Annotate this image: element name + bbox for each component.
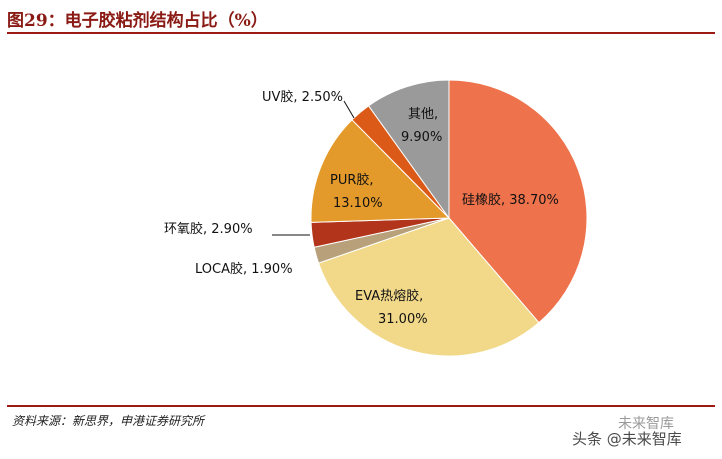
pie-slice-silicone (448, 79, 588, 324)
slice-label-pur-line1: PUR胶, (330, 172, 374, 188)
slice-label-loca: LOCA胶, 1.90% (195, 261, 293, 277)
chart-title: 图29：电子胶粘剂结构占比（%） (7, 11, 268, 31)
slice-label-eva-line2: 31.00% (378, 312, 428, 327)
watermark-handle: 头条 @未来智库 (572, 430, 682, 448)
footer-rule (7, 405, 715, 407)
pie-slice-pur (310, 119, 451, 223)
title-rule (7, 32, 715, 34)
slice-label-eva-line1: EVA热熔胶, (355, 288, 423, 304)
slice-label-silicone: 硅橡胶, 38.70% (462, 192, 559, 208)
leader-line-uv (343, 100, 355, 119)
source-note: 资料来源：新思界，申港证券研究所 (12, 414, 205, 428)
slice-label-uv: UV胶, 2.50% (262, 89, 343, 105)
slice-label-pur-line2: 13.10% (333, 196, 383, 211)
slice-label-other-line1: 其他, (408, 107, 438, 122)
pie-slice-other (367, 79, 450, 220)
slice-label-epoxy: 环氧胶, 2.90% (164, 221, 253, 237)
pie-slice-eva (317, 217, 540, 357)
watermark-text: 未来智库 (618, 416, 674, 432)
slice-label-other-line2: 9.90% (401, 130, 442, 145)
